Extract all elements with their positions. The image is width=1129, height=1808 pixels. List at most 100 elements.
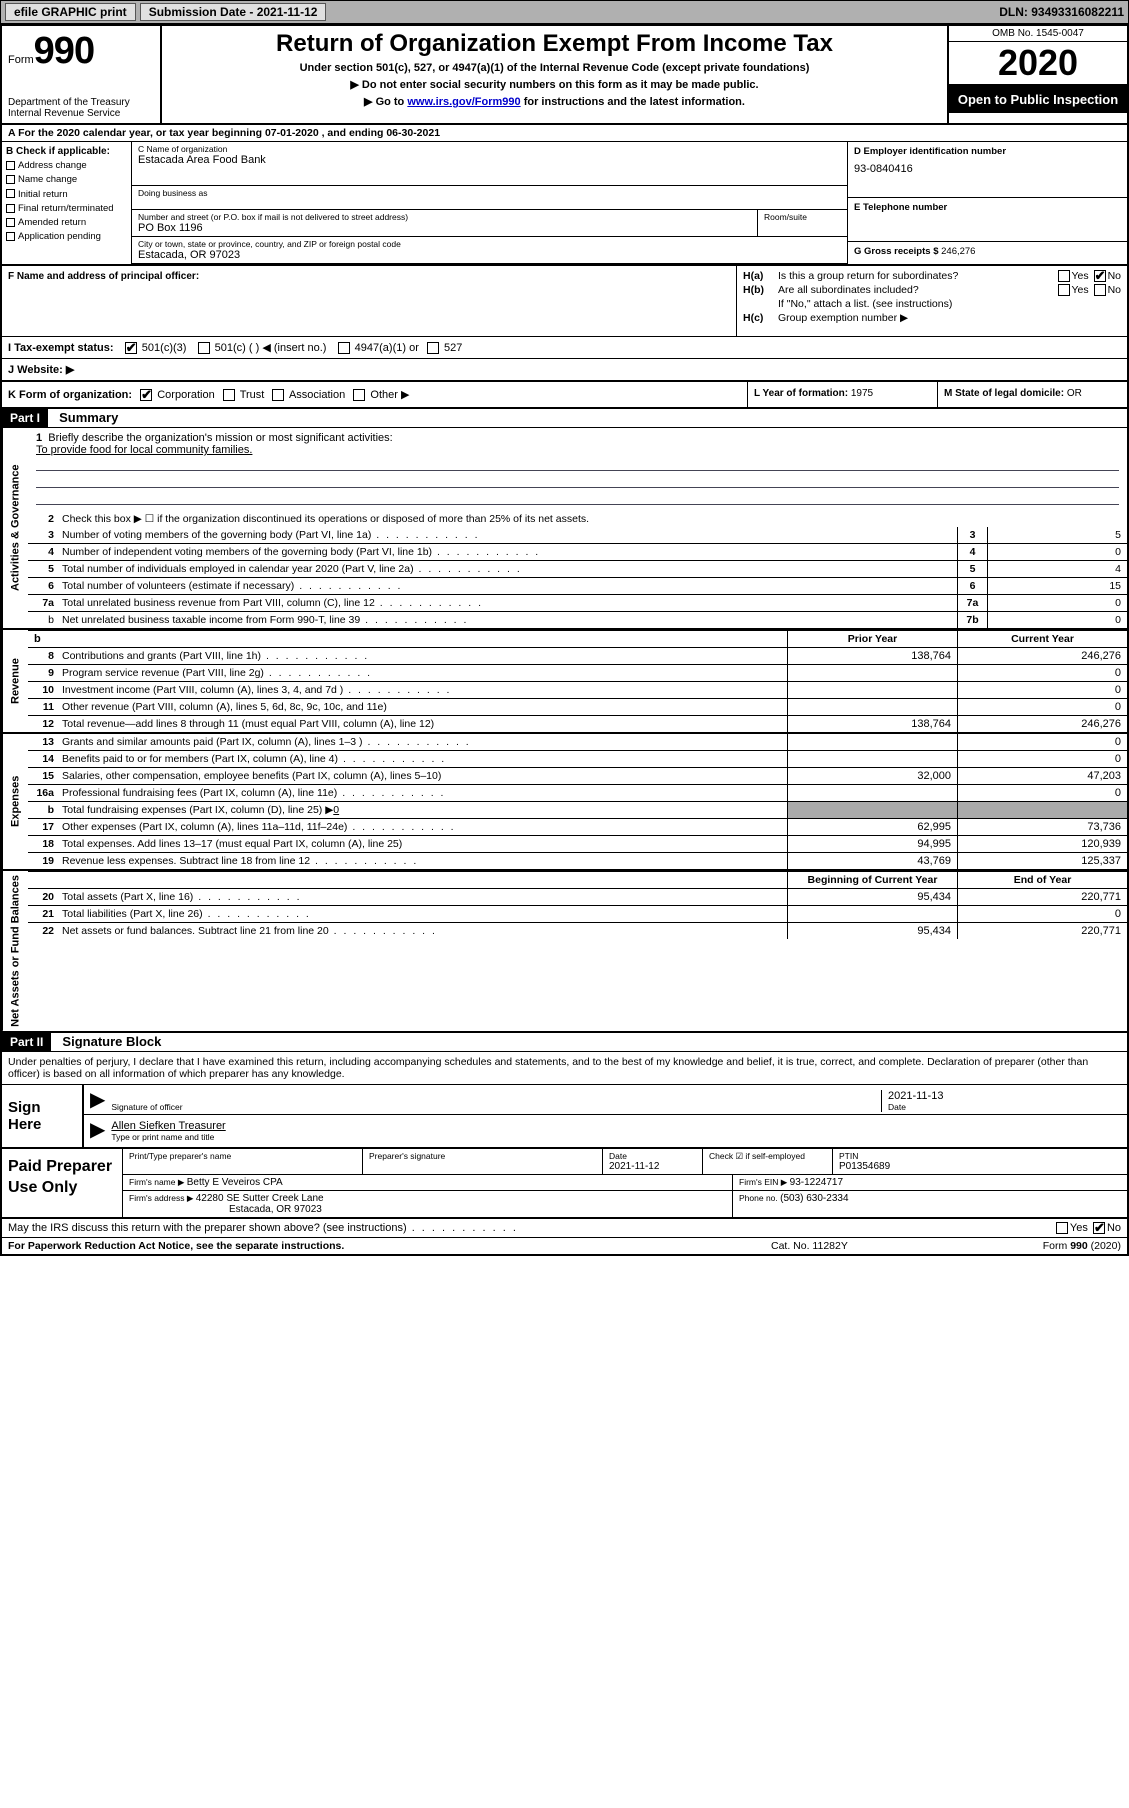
line-2-text: Check this box ▶ ☐ if the organization d… bbox=[58, 511, 1127, 527]
cb-527[interactable] bbox=[427, 342, 439, 354]
firm-name-label: Firm's name ▶ bbox=[129, 1177, 187, 1187]
topbar: efile GRAPHIC print Submission Date - 20… bbox=[0, 0, 1129, 24]
box-b-label: B Check if applicable: bbox=[6, 144, 127, 159]
form-word: Form bbox=[8, 54, 34, 66]
line-18-prior: 94,995 bbox=[787, 836, 957, 852]
hb-yes-label: Yes bbox=[1072, 284, 1089, 296]
part-i-header-row: Part I Summary bbox=[2, 409, 1127, 428]
submission-date-button[interactable]: Submission Date - 2021-11-12 bbox=[140, 3, 327, 21]
net-assets-section: Net Assets or Fund Balances Beginning of… bbox=[2, 871, 1127, 1033]
form-subtitle: Under section 501(c), 527, or 4947(a)(1)… bbox=[172, 62, 937, 74]
ein-label: D Employer identification number bbox=[854, 146, 1121, 157]
box-m: M State of legal domicile: OR bbox=[937, 382, 1127, 407]
box-i-label: I Tax-exempt status: bbox=[8, 342, 114, 354]
department-label: Department of the Treasury Internal Reve… bbox=[8, 97, 154, 119]
irs-form990-link[interactable]: www.irs.gov/Form990 bbox=[407, 96, 520, 108]
box-f: F Name and address of principal officer: bbox=[2, 266, 737, 336]
box-hc-cont bbox=[737, 337, 1127, 358]
self-employed-label: Check ☑ if self-employed bbox=[709, 1151, 826, 1162]
line-22-text: Net assets or fund balances. Subtract li… bbox=[58, 923, 787, 939]
box-j-label: J Website: ▶ bbox=[8, 364, 74, 376]
part-ii-tag: Part II bbox=[2, 1033, 51, 1051]
cb-initial-return[interactable]: Initial return bbox=[6, 188, 127, 202]
firm-addr2-value: Estacada, OR 97023 bbox=[129, 1204, 726, 1215]
end-year-header: End of Year bbox=[957, 872, 1127, 888]
hb-text: Are all subordinates included? bbox=[778, 284, 1056, 296]
line-12-prior: 138,764 bbox=[787, 716, 957, 732]
line-14-current: 0 bbox=[957, 751, 1127, 767]
section-b-to-g: B Check if applicable: Address change Na… bbox=[2, 142, 1127, 266]
tax-year: 2020 bbox=[949, 42, 1127, 86]
cb-association[interactable] bbox=[272, 389, 284, 401]
hb-label: H(b) bbox=[743, 284, 778, 296]
line-19-current: 125,337 bbox=[957, 853, 1127, 869]
irs-discuss-row: May the IRS discuss this return with the… bbox=[2, 1219, 1127, 1237]
ha-no-checkbox[interactable] bbox=[1094, 270, 1106, 282]
line-9-text: Program service revenue (Part VIII, line… bbox=[58, 665, 787, 681]
line-22-current: 220,771 bbox=[957, 923, 1127, 939]
activities-governance-section: Activities & Governance 1 Briefly descri… bbox=[2, 428, 1127, 630]
line-7b-text: Net unrelated business taxable income fr… bbox=[58, 612, 957, 628]
lab-association: Association bbox=[289, 389, 345, 401]
header-left: Form 990 Department of the Treasury Inte… bbox=[2, 26, 162, 123]
irs-no-checkbox[interactable] bbox=[1093, 1222, 1105, 1234]
line-13-current: 0 bbox=[957, 734, 1127, 750]
box-d-e-g: D Employer identification number 93-0840… bbox=[847, 142, 1127, 264]
line-19-text: Revenue less expenses. Subtract line 18 … bbox=[58, 853, 787, 869]
irs-no-label: No bbox=[1107, 1222, 1121, 1234]
line-3-num: 3 bbox=[957, 527, 987, 543]
firm-addr-label: Firm's address ▶ bbox=[129, 1193, 196, 1203]
telephone-box: E Telephone number bbox=[848, 198, 1127, 242]
cb-amended-return[interactable]: Amended return bbox=[6, 216, 127, 230]
lab-other: Other ▶ bbox=[370, 389, 409, 401]
form-title: Return of Organization Exempt From Incom… bbox=[172, 30, 937, 58]
firm-phone-label: Phone no. bbox=[739, 1193, 780, 1203]
line-16a-text: Professional fundraising fees (Part IX, … bbox=[58, 785, 787, 801]
cb-name-change[interactable]: Name change bbox=[6, 173, 127, 187]
gross-receipts-value: 246,276 bbox=[941, 246, 975, 257]
line-3-text: Number of voting members of the governin… bbox=[58, 527, 957, 543]
open-to-public-badge: Open to Public Inspection bbox=[949, 86, 1127, 113]
part-i-tag: Part I bbox=[2, 409, 48, 427]
box-l: L Year of formation: 1975 bbox=[747, 382, 937, 407]
line-11-current: 0 bbox=[957, 699, 1127, 715]
cb-address-change[interactable]: Address change bbox=[6, 159, 127, 173]
vtab-governance: Activities & Governance bbox=[2, 428, 28, 628]
cb-501c[interactable] bbox=[198, 342, 210, 354]
cb-trust[interactable] bbox=[223, 389, 235, 401]
line-7b-value: 0 bbox=[987, 612, 1127, 628]
expenses-section: Expenses 13Grants and similar amounts pa… bbox=[2, 734, 1127, 871]
address-label: Number and street (or P.O. box if mail i… bbox=[138, 212, 751, 222]
org-name-label: C Name of organization bbox=[138, 144, 841, 154]
cb-final-return[interactable]: Final return/terminated bbox=[6, 202, 127, 216]
cb-other[interactable] bbox=[353, 389, 365, 401]
box-l-value: 1975 bbox=[851, 388, 873, 399]
lab-527: 527 bbox=[444, 342, 462, 354]
lab-501c: 501(c) ( ) ◀ (insert no.) bbox=[215, 342, 327, 354]
line-7a-value: 0 bbox=[987, 595, 1127, 611]
line-8-current: 246,276 bbox=[957, 648, 1127, 664]
hb-note: If "No," attach a list. (see instruction… bbox=[778, 298, 1121, 310]
revenue-section: Revenue b Prior Year Current Year 8Contr… bbox=[2, 630, 1127, 734]
form-header: Form 990 Department of the Treasury Inte… bbox=[2, 26, 1127, 125]
line-5-value: 4 bbox=[987, 561, 1127, 577]
preparer-name-label: Print/Type preparer's name bbox=[129, 1151, 356, 1161]
cb-501c3[interactable] bbox=[125, 342, 137, 354]
hb-no-checkbox[interactable] bbox=[1094, 284, 1106, 296]
ha-yes-checkbox[interactable] bbox=[1058, 270, 1070, 282]
cb-application-pending[interactable]: Application pending bbox=[6, 230, 127, 244]
hc-text: Group exemption number ▶ bbox=[778, 312, 1121, 324]
hb-yes-checkbox[interactable] bbox=[1058, 284, 1070, 296]
cb-corporation[interactable] bbox=[140, 389, 152, 401]
efile-print-button[interactable]: efile GRAPHIC print bbox=[5, 3, 136, 21]
prior-year-header: Prior Year bbox=[787, 631, 957, 647]
irs-yes-checkbox[interactable] bbox=[1056, 1222, 1068, 1234]
telephone-label: E Telephone number bbox=[854, 202, 1121, 213]
ha-label: H(a) bbox=[743, 270, 778, 282]
omb-number: OMB No. 1545-0047 bbox=[949, 26, 1127, 42]
ptin-value: P01354689 bbox=[839, 1161, 1121, 1172]
cb-4947[interactable] bbox=[338, 342, 350, 354]
line-12-current: 246,276 bbox=[957, 716, 1127, 732]
note2-pre: ▶ Go to bbox=[364, 96, 407, 108]
vtab-revenue: Revenue bbox=[2, 630, 28, 732]
